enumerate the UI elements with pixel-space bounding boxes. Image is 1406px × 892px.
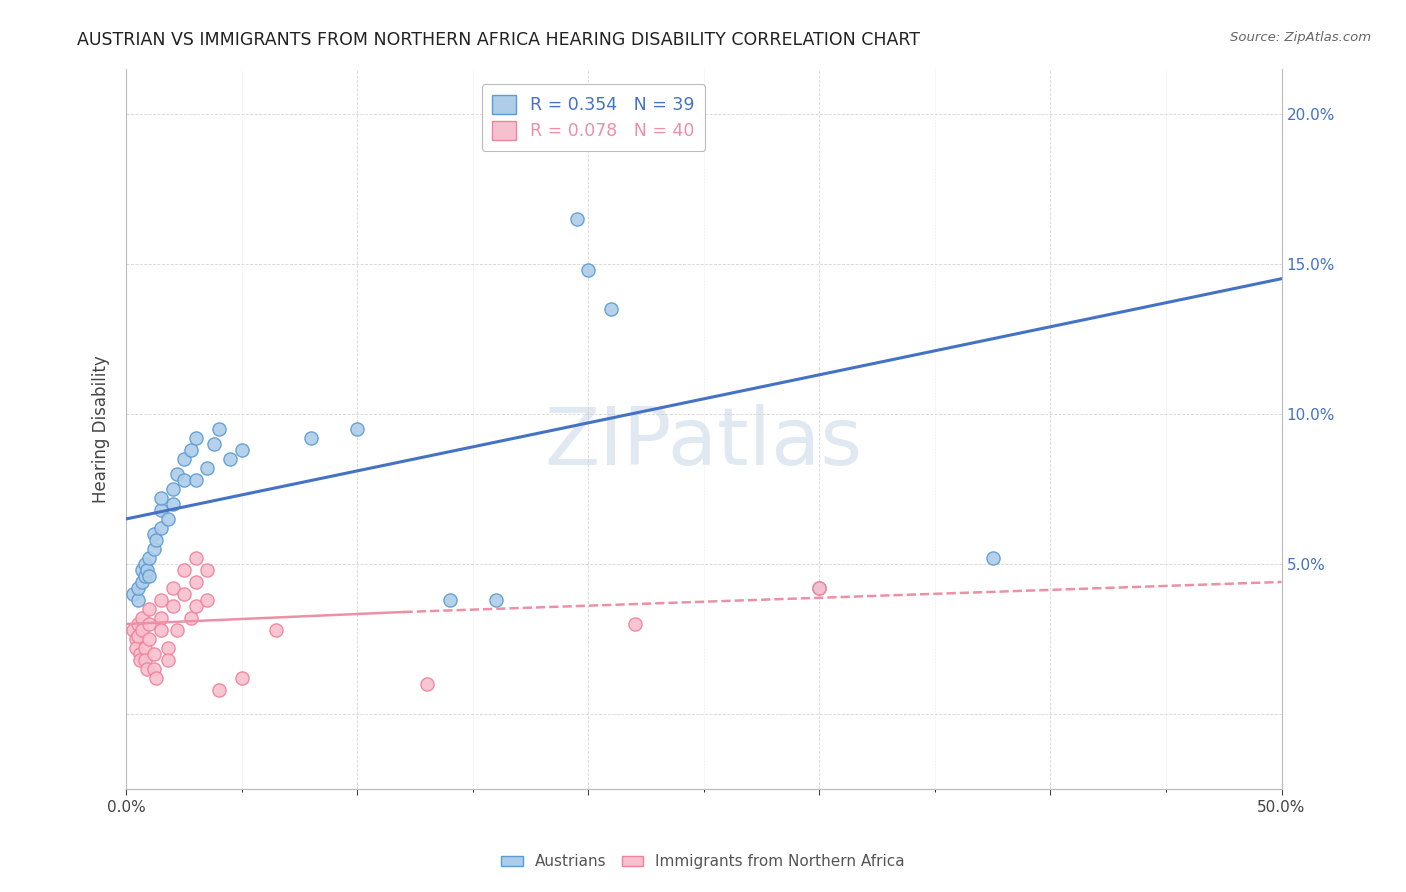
Point <box>576 262 599 277</box>
Point <box>184 431 207 445</box>
Point <box>145 533 167 547</box>
Point <box>808 581 831 595</box>
Point <box>149 521 172 535</box>
Point <box>208 683 231 698</box>
Point <box>131 574 153 589</box>
Point <box>129 647 152 661</box>
Point <box>136 563 159 577</box>
Point <box>134 653 156 667</box>
Point <box>149 623 172 637</box>
Point <box>180 442 202 457</box>
Point <box>138 569 160 583</box>
Point <box>195 593 218 607</box>
Point <box>173 563 195 577</box>
Text: ZIPatlas: ZIPatlas <box>546 404 863 483</box>
Point <box>208 422 231 436</box>
Point <box>162 581 184 595</box>
Point <box>156 653 179 667</box>
Point <box>195 461 218 475</box>
Point <box>127 617 149 632</box>
Point <box>149 593 172 607</box>
Point <box>981 550 1004 565</box>
Point <box>143 527 166 541</box>
Point <box>184 574 207 589</box>
Point <box>485 593 508 607</box>
Point <box>439 593 461 607</box>
Point <box>156 640 179 655</box>
Text: AUSTRIAN VS IMMIGRANTS FROM NORTHERN AFRICA HEARING DISABILITY CORRELATION CHART: AUSTRIAN VS IMMIGRANTS FROM NORTHERN AFR… <box>77 31 921 49</box>
Point <box>134 557 156 571</box>
Point <box>346 422 368 436</box>
Point <box>173 473 195 487</box>
Point <box>173 587 195 601</box>
Point <box>143 662 166 676</box>
Point <box>134 569 156 583</box>
Point <box>231 442 253 457</box>
Legend: R = 0.354   N = 39, R = 0.078   N = 40: R = 0.354 N = 39, R = 0.078 N = 40 <box>481 85 704 151</box>
Point <box>134 640 156 655</box>
Legend: Austrians, Immigrants from Northern Africa: Austrians, Immigrants from Northern Afri… <box>495 848 911 875</box>
Point <box>202 437 225 451</box>
Point <box>162 497 184 511</box>
Point <box>145 671 167 685</box>
Point <box>131 623 153 637</box>
Point <box>219 451 242 466</box>
Point <box>124 640 146 655</box>
Point <box>138 550 160 565</box>
Point <box>166 623 188 637</box>
Point <box>149 503 172 517</box>
Point <box>122 587 145 601</box>
Point <box>299 431 322 445</box>
Point <box>131 611 153 625</box>
Point <box>173 451 195 466</box>
Point <box>808 581 831 595</box>
Point <box>162 599 184 613</box>
Point <box>143 647 166 661</box>
Point <box>127 593 149 607</box>
Point <box>136 662 159 676</box>
Point <box>184 550 207 565</box>
Point <box>149 611 172 625</box>
Point <box>138 602 160 616</box>
Point <box>231 671 253 685</box>
Point <box>623 617 645 632</box>
Point <box>156 512 179 526</box>
Point <box>131 563 153 577</box>
Point <box>129 653 152 667</box>
Point <box>180 611 202 625</box>
Point <box>195 563 218 577</box>
Point <box>143 541 166 556</box>
Point <box>122 623 145 637</box>
Point <box>127 581 149 595</box>
Point <box>124 632 146 646</box>
Point <box>138 617 160 632</box>
Point <box>565 211 588 226</box>
Point <box>162 482 184 496</box>
Point <box>600 301 623 316</box>
Y-axis label: Hearing Disability: Hearing Disability <box>93 355 110 503</box>
Point <box>127 629 149 643</box>
Point <box>138 632 160 646</box>
Point <box>184 599 207 613</box>
Text: Source: ZipAtlas.com: Source: ZipAtlas.com <box>1230 31 1371 45</box>
Point <box>166 467 188 481</box>
Point <box>266 623 288 637</box>
Point <box>184 473 207 487</box>
Point <box>149 491 172 505</box>
Point <box>415 677 437 691</box>
